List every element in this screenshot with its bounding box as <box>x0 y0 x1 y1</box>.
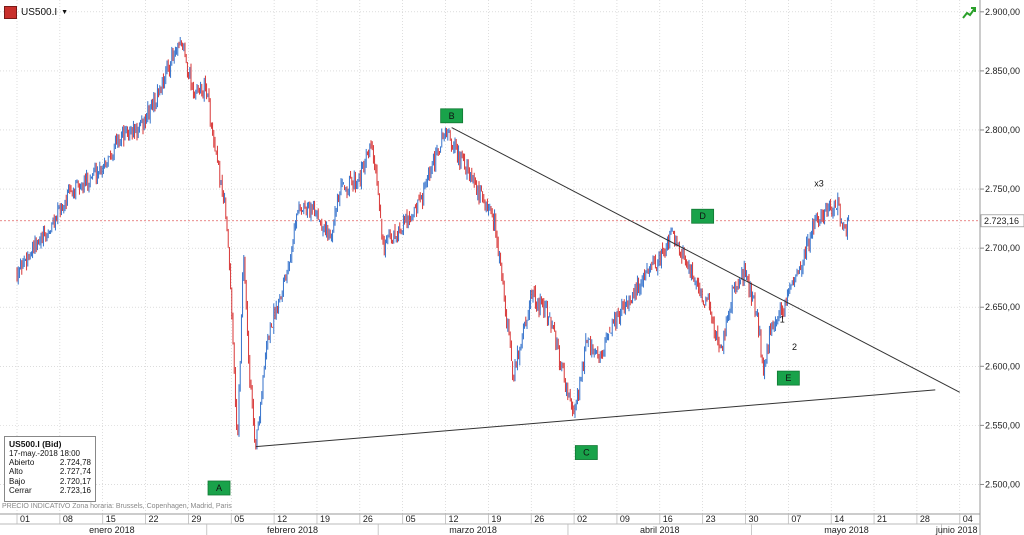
flag-icon <box>4 6 17 19</box>
trendline <box>255 389 936 448</box>
y-tick-label: 2.900,00 <box>985 7 1020 17</box>
x-tick-label: 28 <box>920 514 930 524</box>
x-tick-label: 08 <box>63 514 73 524</box>
footer-note: PRECIO INDICATIVO Zona horaria: Brussels… <box>2 503 232 510</box>
chevron-down-icon[interactable]: ▼ <box>61 9 69 16</box>
x-tick-label: 04 <box>963 514 973 524</box>
wave-label: 2 <box>792 342 797 352</box>
x-tick-label: 14 <box>834 514 844 524</box>
x-tick-label: 12 <box>449 514 459 524</box>
y-tick-label: 2.650,00 <box>985 302 1020 312</box>
x-tick-label: 05 <box>406 514 416 524</box>
wave-box-label: A <box>216 483 222 493</box>
info-label: Cerrar <box>9 486 32 496</box>
y-tick-label: 2.850,00 <box>985 66 1020 76</box>
wave-box-label: D <box>699 211 706 221</box>
month-label: febrero 2018 <box>267 525 318 535</box>
info-label: Abierto <box>9 458 35 467</box>
x-tick-label: 01 <box>20 514 30 524</box>
wave-box <box>440 108 464 124</box>
wave-box-label: C <box>583 448 590 458</box>
wave-box <box>691 208 715 224</box>
info-row-open: Abierto 2.724,78 <box>9 458 91 467</box>
symbol-name: US500.I <box>21 7 58 18</box>
info-datetime: 17-may.-2018 18:00 <box>9 449 81 458</box>
y-tick-label: 2.500,00 <box>985 479 1020 489</box>
y-tick-label: 2.550,00 <box>985 420 1020 430</box>
current-price-label: 2.723,16 <box>984 216 1019 226</box>
x-tick-label: 19 <box>491 514 501 524</box>
x-tick-label: 21 <box>877 514 887 524</box>
y-tick-label: 2.800,00 <box>985 125 1020 135</box>
x-tick-label: 30 <box>748 514 758 524</box>
x-tick-label: 07 <box>791 514 801 524</box>
info-row-low: Bajo 2.720,17 <box>9 477 91 486</box>
month-label: mayo 2018 <box>824 525 869 535</box>
x-tick-label: 09 <box>620 514 630 524</box>
wave-label: x3 <box>814 179 824 189</box>
x-tick-label: 16 <box>663 514 673 524</box>
wave-box-label: B <box>449 111 455 121</box>
wave-box <box>207 480 231 496</box>
wave-label: 1 <box>780 315 785 325</box>
x-tick-label: 05 <box>234 514 244 524</box>
info-value: 2.723,16 <box>59 486 91 496</box>
month-label: marzo 2018 <box>449 525 497 535</box>
wave-box <box>776 370 800 386</box>
x-tick-label: 26 <box>534 514 544 524</box>
x-tick-label: 19 <box>320 514 330 524</box>
x-tick-label: 12 <box>277 514 287 524</box>
info-value: 2.724,78 <box>59 458 91 467</box>
month-label: junio 2018 <box>935 525 978 535</box>
x-tick-label: 29 <box>191 514 201 524</box>
symbol-selector[interactable]: US500.I ▼ <box>4 6 68 19</box>
y-tick-label: 2.700,00 <box>985 243 1020 253</box>
x-tick-label: 22 <box>149 514 159 524</box>
info-value: 2.720,17 <box>59 476 91 486</box>
ohlc-info-box: US500.I (Bid) 17-may.-2018 18:00 Abierto… <box>4 436 96 502</box>
info-row-high: Alto 2.727,74 <box>9 467 91 476</box>
y-tick-label: 2.750,00 <box>985 184 1020 194</box>
x-tick-label: 02 <box>577 514 587 524</box>
trendline <box>451 127 960 393</box>
x-tick-label: 26 <box>363 514 373 524</box>
trend-up-icon[interactable] <box>962 6 976 20</box>
info-row-close: Cerrar 2.723,16 <box>9 486 91 495</box>
info-label: Bajo <box>9 476 26 486</box>
month-label: abril 2018 <box>640 525 680 535</box>
month-label: enero 2018 <box>89 525 135 535</box>
current-price-box <box>980 214 1024 228</box>
x-tick-label: 15 <box>106 514 116 524</box>
wave-box-label: E <box>785 373 791 383</box>
wave-box <box>574 445 598 460</box>
info-label: Alto <box>9 467 23 477</box>
info-value: 2.727,74 <box>59 467 91 477</box>
info-title: US500.I (Bid) <box>9 439 62 449</box>
x-tick-label: 23 <box>706 514 716 524</box>
y-tick-label: 2.600,00 <box>985 361 1020 371</box>
